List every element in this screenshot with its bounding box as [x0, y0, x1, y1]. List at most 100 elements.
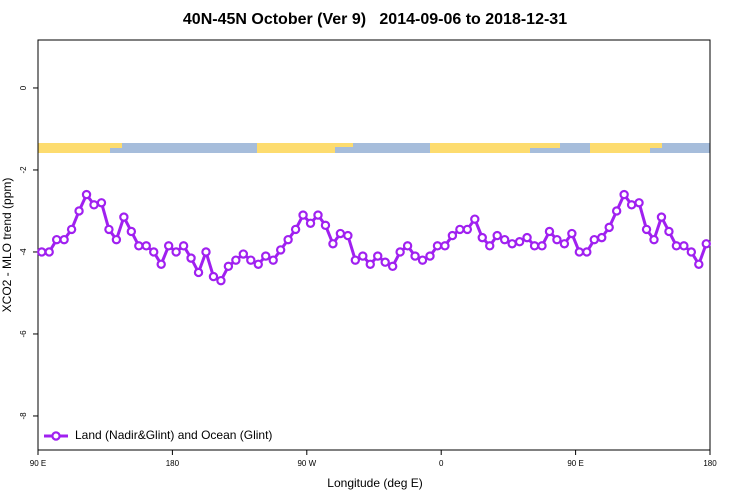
data-point — [59, 234, 69, 245]
data-point — [597, 232, 607, 243]
data-point — [328, 239, 338, 249]
data-point — [313, 210, 323, 220]
x-tick-label: 90 W — [297, 459, 316, 468]
data-point — [231, 255, 241, 265]
data-point — [66, 224, 77, 235]
data-point — [402, 241, 413, 251]
data-point — [410, 251, 420, 261]
data-point — [679, 241, 689, 251]
data-point — [574, 247, 585, 257]
data-point — [335, 228, 346, 239]
data-point — [567, 228, 577, 239]
data-point — [208, 271, 219, 282]
data-point — [626, 200, 637, 210]
data-point — [701, 239, 711, 249]
land-band — [257, 143, 335, 153]
data-point — [320, 220, 331, 231]
data-point — [477, 232, 487, 243]
data-point — [417, 255, 428, 265]
land-band — [430, 143, 530, 153]
data-point — [134, 241, 144, 251]
data-point — [619, 189, 629, 200]
land-band — [430, 143, 442, 153]
data-point — [201, 247, 211, 257]
data-point — [350, 255, 361, 265]
data-point — [44, 247, 54, 257]
x-tick-label: 180 — [166, 459, 180, 468]
data-point — [529, 241, 540, 251]
data-point — [126, 226, 137, 237]
data-point — [37, 247, 47, 257]
data-point — [163, 241, 174, 251]
data-point — [343, 230, 353, 241]
y-tick-label: 0 — [19, 85, 28, 90]
data-point — [485, 241, 495, 251]
data-point — [96, 198, 107, 208]
data-point — [74, 206, 84, 216]
data-point — [649, 234, 659, 245]
land-band — [335, 143, 353, 147]
data-point — [261, 251, 271, 261]
land-band — [650, 143, 662, 148]
data-point — [671, 241, 682, 251]
data-point — [582, 247, 592, 257]
data-point — [141, 241, 151, 251]
data-point — [641, 224, 652, 235]
data-point — [507, 239, 517, 249]
data-point — [216, 275, 226, 286]
data-point — [611, 206, 622, 216]
data-point — [440, 241, 450, 251]
x-tick-label: 90 E — [567, 459, 583, 468]
data-point — [559, 239, 570, 249]
data-point — [186, 253, 196, 263]
data-point — [514, 237, 525, 247]
y-tick-label: -8 — [19, 412, 28, 420]
y-axis-label: XCO2 - MLO trend (ppm) — [0, 178, 14, 313]
chart-title: 40N-45N October (Ver 9) 2014-09-06 to 20… — [183, 11, 567, 28]
data-point — [432, 241, 443, 251]
data-point — [462, 224, 473, 235]
land-ocean-strip — [38, 143, 710, 153]
data-point — [358, 251, 368, 261]
x-tick-label: 0 — [439, 459, 444, 468]
land-band — [590, 143, 650, 153]
data-point — [470, 214, 480, 224]
data-point — [238, 249, 249, 259]
y-tick-label: -6 — [19, 330, 28, 338]
x-axis-label: Longitude (deg E) — [327, 476, 422, 490]
series-line — [41, 191, 708, 283]
data-point — [81, 189, 92, 200]
legend-label: Land (Nadir&Glint) and Ocean (Glint) — [75, 428, 272, 442]
data-point — [253, 259, 263, 269]
x-tick-label: 90 E — [30, 459, 46, 468]
data-point — [492, 230, 502, 241]
y-tick-label: -2 — [19, 166, 28, 174]
data-point — [552, 234, 562, 245]
data-point — [149, 247, 159, 257]
data-point — [664, 226, 674, 237]
data-point — [171, 247, 181, 257]
data-point — [156, 259, 166, 269]
data-point — [686, 247, 697, 257]
data-point — [246, 255, 256, 265]
data-point — [290, 224, 301, 235]
legend-marker — [51, 431, 61, 441]
x-tick-label: 180 — [703, 459, 717, 468]
data-point — [537, 241, 547, 251]
data-point — [395, 247, 405, 257]
data-point — [104, 224, 114, 235]
data-point — [51, 234, 62, 245]
data-point — [455, 224, 465, 235]
data-point — [365, 259, 375, 269]
data-point — [275, 245, 286, 255]
data-point — [283, 234, 293, 245]
data-point — [89, 200, 99, 210]
data-point — [634, 198, 644, 208]
land-band — [110, 143, 122, 148]
data-point — [178, 241, 189, 251]
data-point — [522, 232, 532, 243]
data-point — [305, 218, 316, 228]
ocean-band — [38, 143, 710, 153]
data-point — [589, 234, 599, 245]
